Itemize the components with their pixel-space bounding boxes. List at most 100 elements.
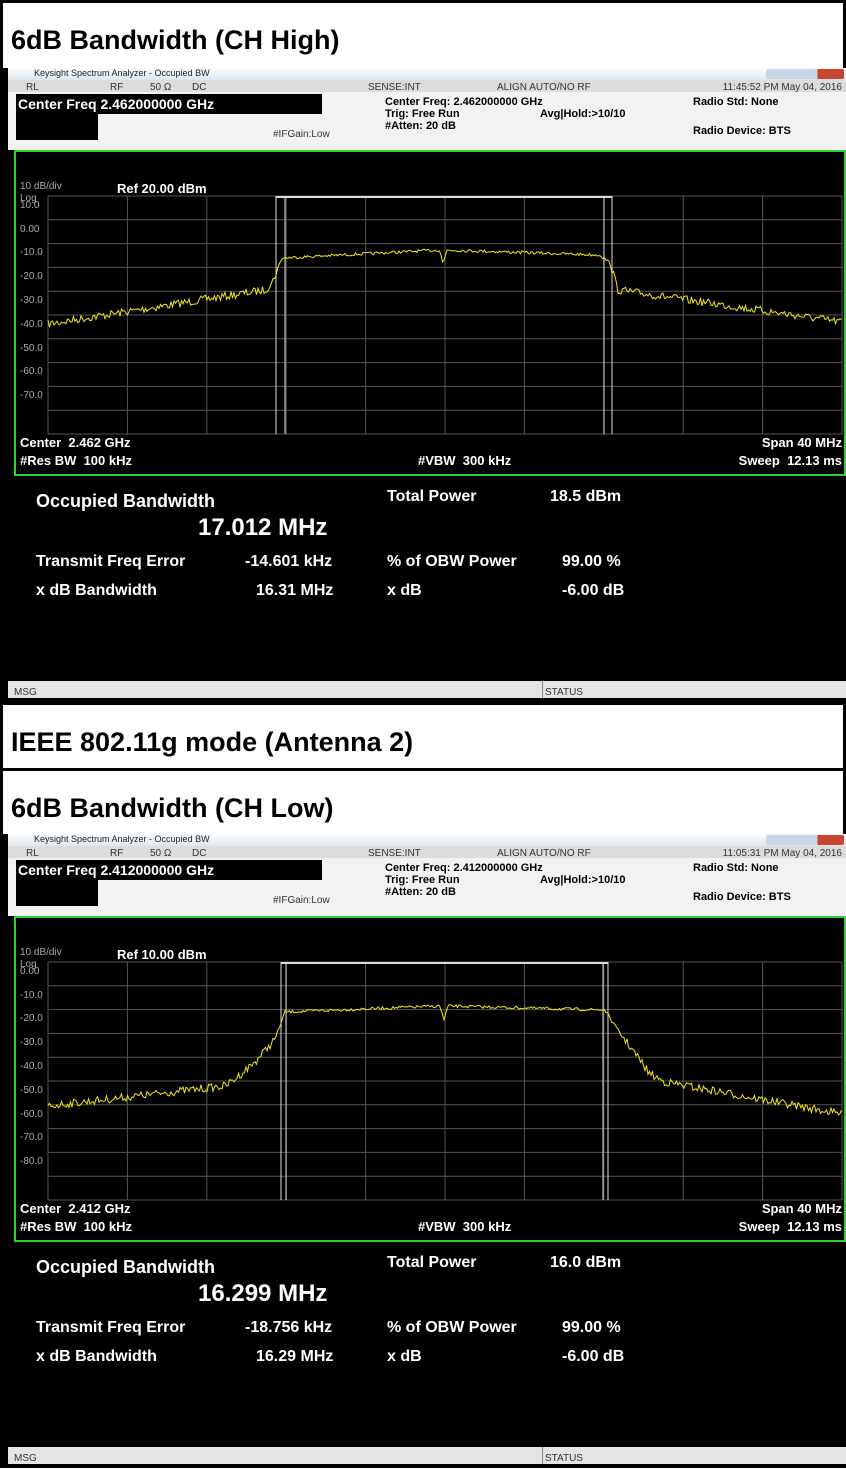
total-power-label: Total Power [387, 488, 477, 505]
center: Center 2.412 GHz [20, 1201, 131, 1216]
center-freq-box [16, 94, 322, 114]
status-row [8, 80, 846, 92]
avg-hold: Avg|Hold:>10/10 [540, 874, 626, 886]
xdb-label: x dB [387, 582, 422, 599]
softkey-box [16, 114, 98, 140]
log: Log [20, 959, 37, 970]
coupling: DC [192, 82, 207, 93]
spectrum-trace [47, 1003, 842, 1116]
window-controls [766, 69, 844, 79]
status-row [8, 846, 846, 858]
window-titlebar [8, 834, 846, 846]
y-tick-label: -60.0 [20, 1108, 43, 1120]
align: ALIGN AUTO/NO RF [497, 848, 591, 859]
spectrum-plot [47, 961, 843, 1201]
coupling: DC [192, 848, 207, 859]
obw-pct-label: % of OBW Power [387, 553, 517, 570]
timestamp: 11:45:52 PM May 04, 2016 [722, 82, 842, 93]
y-tick-label: -50.0 [20, 342, 43, 354]
if-gain: #IFGain:Low [273, 129, 330, 140]
atten: #Atten: 20 dB [385, 120, 456, 132]
total-power: 18.5 dBm [550, 488, 622, 505]
y-tick-label: 0.00 [20, 965, 40, 977]
spectrum-trace [47, 248, 842, 328]
status: STATUS [545, 1453, 583, 1464]
y-tick-label: -20.0 [20, 1013, 43, 1025]
ref-level: Ref 10.00 dBm [117, 947, 207, 962]
screen [14, 150, 846, 476]
section-title: IEEE 802.11g mode (Antenna 2) [0, 702, 846, 768]
y-tick-label: -60.0 [20, 366, 43, 378]
sense: SENSE:INT [368, 82, 421, 93]
status-divider [542, 1447, 543, 1464]
obw-pct: 99.00 % [562, 1319, 621, 1336]
window-title: Keysight Spectrum Analyzer - Occupied BW [34, 68, 210, 78]
timestamp: 11:05:31 PM May 04, 2016 [722, 848, 842, 859]
tfe-label: Transmit Freq Error [36, 1319, 186, 1336]
section-title: 6dB Bandwidth (CH High) [0, 0, 846, 68]
center-freq-box [16, 860, 322, 880]
xdb-bw: 16.31 MHz [256, 582, 334, 599]
xdb: -6.00 dB [562, 582, 625, 599]
atten: #Atten: 20 dB [385, 886, 456, 898]
sense: SENSE:INT [368, 848, 421, 859]
analyzer-panel: Keysight Spectrum Analyzer - Occupied BW… [0, 68, 846, 702]
obw-label: Occupied Bandwidth [36, 491, 216, 511]
y-tick-label: 0.00 [20, 223, 40, 235]
tfe-value: -18.756 kHz [245, 1319, 333, 1336]
center: Center 2.462 GHz [20, 435, 131, 450]
results-area [14, 1242, 846, 1447]
obw-pct-label: % of OBW Power [387, 1319, 517, 1336]
align: ALIGN AUTO/NO RF [497, 82, 591, 93]
trig: Trig: Free Run [385, 874, 460, 886]
y-tick-label: -10.0 [20, 989, 43, 1001]
rf: RF [110, 82, 124, 93]
msg: MSG [14, 1453, 37, 1464]
obw-pct: 99.00 % [562, 553, 621, 570]
radio-std: Radio Std: None [693, 862, 779, 874]
scale: 10 dB/div [20, 181, 62, 192]
msg-bar [8, 681, 846, 698]
y-tick-label: -30.0 [20, 295, 43, 306]
ref-level: Ref 20.00 dBm [117, 181, 207, 196]
spectrum-plot [47, 195, 843, 435]
y-tick-label: -70.0 [20, 390, 43, 402]
softkey-box [16, 880, 98, 906]
window-title: Keysight Spectrum Analyzer - Occupied BW [34, 834, 210, 844]
total-power: 16.0 dBm [550, 1254, 622, 1271]
obw-label: Occupied Bandwidth [36, 1257, 216, 1277]
rl: RL [26, 848, 39, 859]
impedance: 50 Ω [150, 848, 172, 859]
log: Log [20, 193, 37, 204]
radio-std: Radio Std: None [693, 96, 779, 108]
tfe-label: Transmit Freq Error [36, 553, 186, 570]
y-tick-label: -20.0 [20, 271, 43, 283]
msg-bar [8, 1447, 846, 1464]
section-title: 6dB Bandwidth (CH Low) [0, 768, 846, 834]
status: STATUS [545, 687, 583, 698]
res-bw: #Res BW 100 kHz [20, 453, 132, 468]
obw-value: 17.012 MHz [198, 514, 328, 541]
radio-device: Radio Device: BTS [693, 891, 791, 903]
span: Span 40 MHz [761, 1201, 842, 1216]
radio-device: Radio Device: BTS [693, 125, 791, 137]
sweep: Sweep 12.13 ms [738, 453, 842, 468]
y-tick-label: -40.0 [20, 318, 43, 330]
y-tick-label: -10.0 [20, 247, 43, 259]
vbw: #VBW 300 kHz [418, 1219, 512, 1234]
window-titlebar [8, 68, 846, 80]
screen [14, 916, 846, 1242]
trig: Trig: Free Run [385, 108, 460, 120]
center-freq-label: Center Freq 2.412000000 GHz [18, 862, 215, 878]
res-bw: #Res BW 100 kHz [20, 1219, 132, 1234]
xdb-bw: 16.29 MHz [256, 1348, 334, 1365]
y-tick-label: -50.0 [20, 1084, 43, 1096]
sweep: Sweep 12.13 ms [738, 1219, 842, 1234]
status-divider [542, 681, 543, 698]
results-area [14, 476, 846, 681]
msg: MSG [14, 687, 37, 698]
tfe-value: -14.601 kHz [245, 553, 333, 570]
rf: RF [110, 848, 124, 859]
total-power-label: Total Power [387, 1254, 477, 1271]
